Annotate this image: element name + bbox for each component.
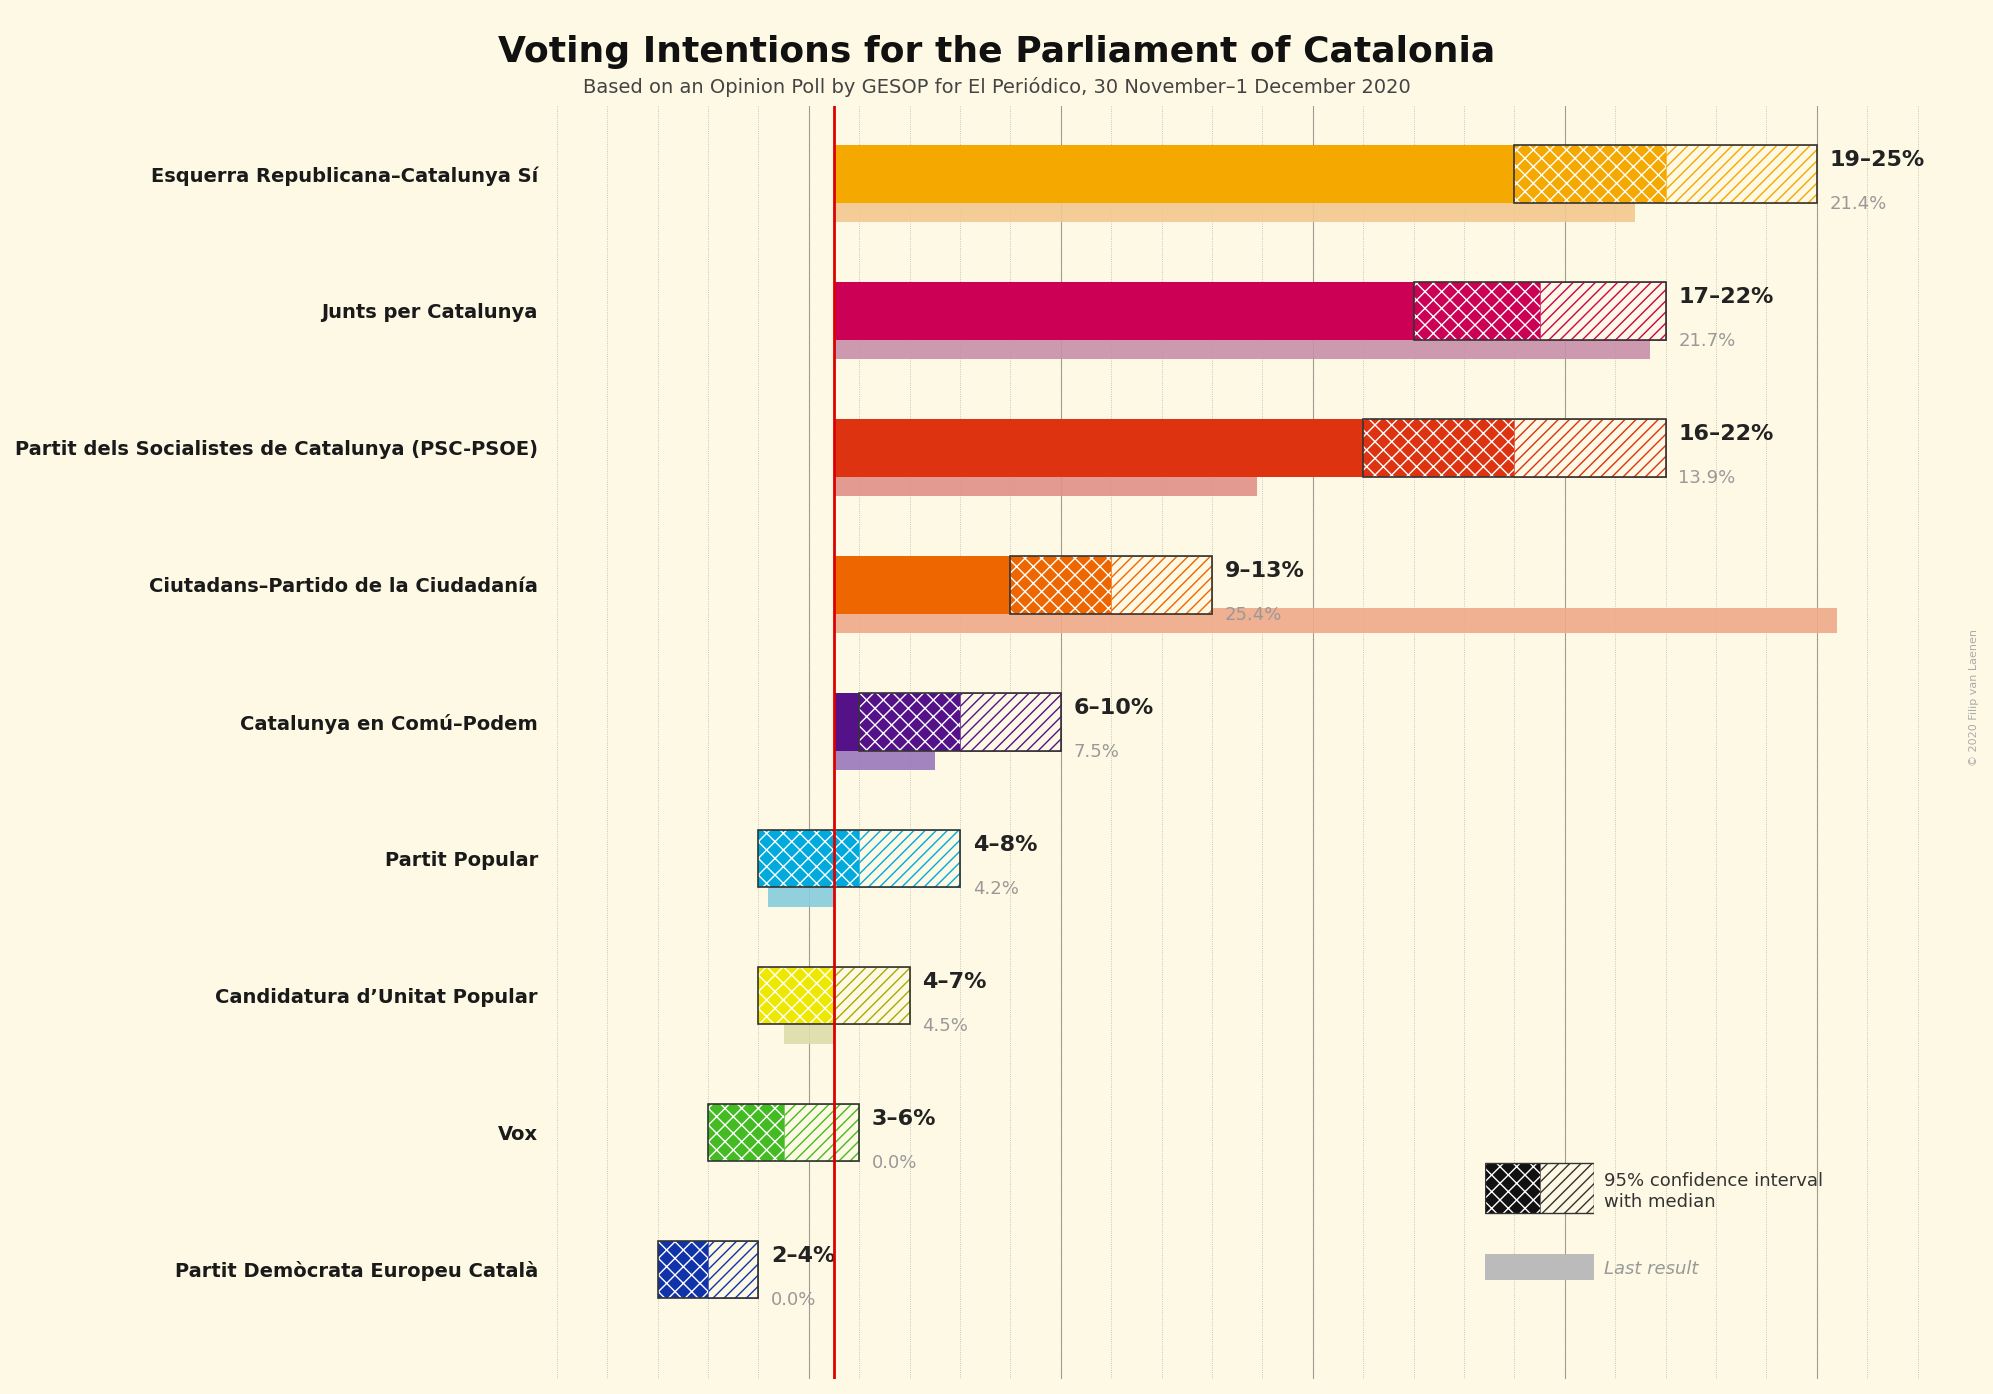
Bar: [1485, 1163, 1594, 1213]
Text: 21.7%: 21.7%: [1678, 332, 1736, 350]
Bar: [1363, 420, 1515, 477]
Text: 95% confidence interval
with median: 95% confidence interval with median: [1604, 1172, 1824, 1211]
Bar: [833, 746, 935, 769]
Bar: [1010, 556, 1212, 613]
Text: 16–22%: 16–22%: [1678, 424, 1774, 445]
Bar: [1541, 282, 1666, 340]
Bar: [1413, 282, 1666, 340]
Bar: [1515, 420, 1666, 477]
Text: 13.9%: 13.9%: [1678, 468, 1736, 487]
Bar: [961, 693, 1060, 750]
Bar: [658, 1241, 759, 1298]
Text: Last result: Last result: [1604, 1260, 1698, 1277]
Bar: [1010, 556, 1112, 613]
Text: Voting Intentions for the Parliament of Catalonia: Voting Intentions for the Parliament of …: [498, 35, 1495, 68]
Text: Based on an Opinion Poll by GESOP for El Periódico, 30 November–1 December 2020: Based on an Opinion Poll by GESOP for El…: [582, 77, 1411, 96]
Bar: [1363, 420, 1666, 477]
Bar: [833, 608, 1838, 633]
Bar: [1112, 556, 1212, 613]
Bar: [1413, 282, 1541, 340]
Bar: [759, 967, 833, 1025]
Bar: [833, 556, 1010, 613]
Text: 6–10%: 6–10%: [1074, 698, 1154, 718]
Bar: [833, 198, 1636, 222]
Bar: [783, 1104, 859, 1161]
Text: 7.5%: 7.5%: [1074, 743, 1120, 761]
Text: 0.0%: 0.0%: [871, 1154, 917, 1172]
Bar: [769, 882, 833, 906]
Text: 3–6%: 3–6%: [871, 1108, 937, 1129]
Bar: [833, 145, 1515, 202]
Text: 9–13%: 9–13%: [1224, 562, 1305, 581]
Text: 25.4%: 25.4%: [1224, 606, 1281, 625]
Bar: [759, 829, 961, 888]
Text: 4–7%: 4–7%: [923, 972, 987, 993]
Text: 2–4%: 2–4%: [771, 1246, 835, 1266]
Bar: [833, 693, 859, 750]
Bar: [759, 967, 909, 1025]
Bar: [708, 1104, 783, 1161]
Bar: [833, 967, 909, 1025]
Text: 4.5%: 4.5%: [923, 1016, 969, 1034]
Bar: [1515, 145, 1666, 202]
Bar: [708, 1104, 859, 1161]
Bar: [1485, 1163, 1541, 1213]
Text: 19–25%: 19–25%: [1830, 151, 1925, 170]
Text: 17–22%: 17–22%: [1678, 287, 1774, 307]
Bar: [783, 1019, 833, 1044]
Bar: [658, 1241, 708, 1298]
Bar: [833, 282, 1413, 340]
Bar: [859, 693, 961, 750]
Bar: [1666, 145, 1818, 202]
Bar: [833, 420, 1363, 477]
Bar: [859, 693, 1060, 750]
Bar: [1485, 1255, 1594, 1280]
Bar: [833, 335, 1650, 360]
Bar: [1541, 1163, 1594, 1213]
Text: 0.0%: 0.0%: [771, 1291, 817, 1309]
Bar: [1515, 145, 1818, 202]
Bar: [759, 829, 859, 888]
Bar: [833, 471, 1258, 496]
Text: © 2020 Filip van Laenen: © 2020 Filip van Laenen: [1969, 629, 1979, 765]
Bar: [859, 829, 961, 888]
Text: 4.2%: 4.2%: [973, 880, 1018, 898]
Bar: [708, 1241, 759, 1298]
Text: 21.4%: 21.4%: [1830, 195, 1887, 213]
Text: 4–8%: 4–8%: [973, 835, 1036, 855]
